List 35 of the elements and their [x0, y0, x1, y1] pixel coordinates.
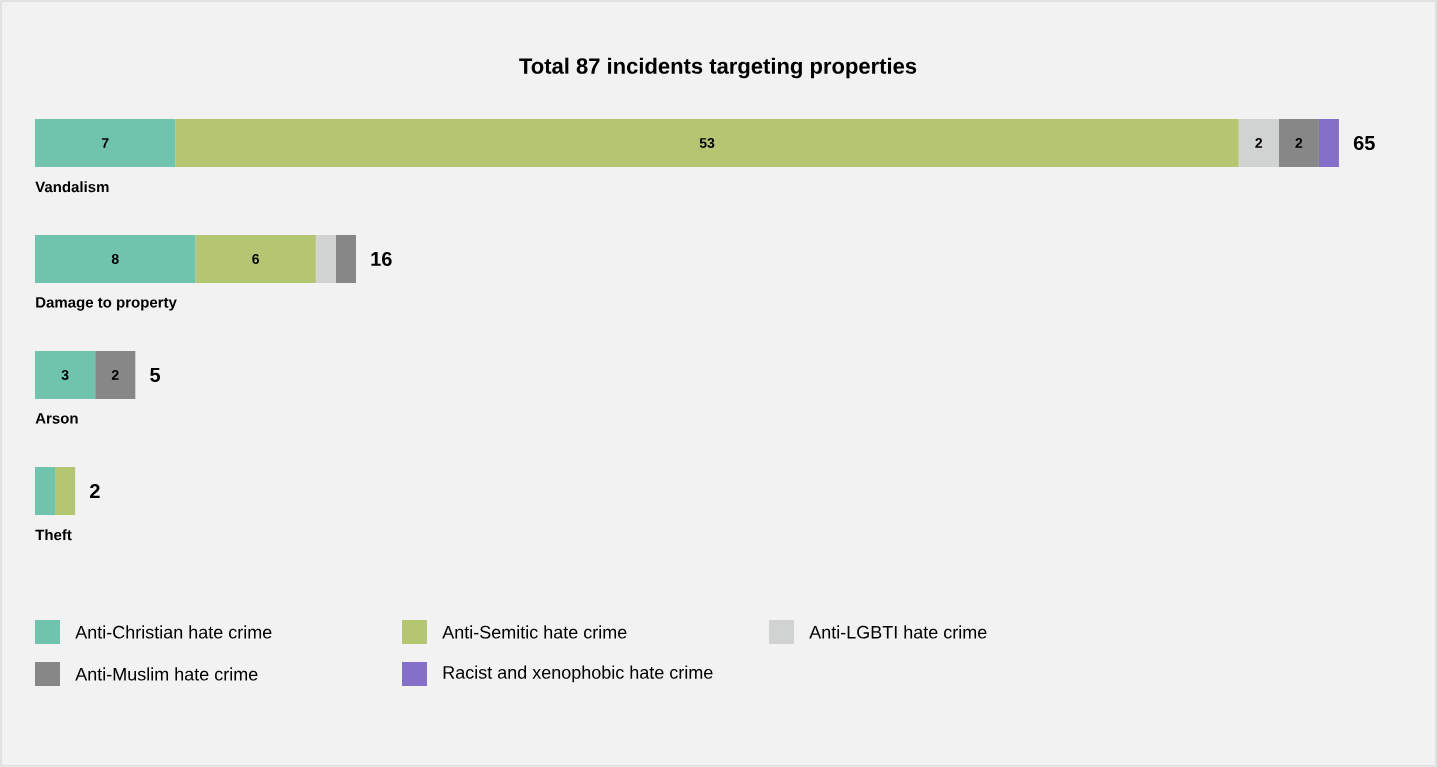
- bar: [55, 466, 76, 515]
- data-label: 6: [252, 254, 260, 264]
- data-label: 8: [111, 254, 119, 264]
- bar: [1238, 118, 1279, 167]
- y-tick-label: Theft: [35, 529, 72, 541]
- data-label: 2: [1295, 138, 1303, 148]
- total-label: 2: [90, 484, 100, 498]
- bar: [35, 350, 96, 399]
- total-label: 16: [371, 251, 392, 267]
- bar: [335, 234, 356, 283]
- y-tick-label: Damage to property: [36, 297, 177, 311]
- legend-label: Anti-Semitic hate crime: [442, 625, 627, 639]
- data-label: 2: [1255, 138, 1263, 148]
- chart-title: Total 87 incidents targeting properties: [519, 57, 917, 79]
- bar: [35, 466, 56, 515]
- data-label: 53: [699, 138, 715, 148]
- data-label: 7: [101, 138, 109, 148]
- bar: [1318, 118, 1339, 167]
- y-tick-label: Arson: [35, 413, 78, 424]
- y-tick-label: Vandalism: [35, 181, 109, 193]
- bar: [35, 118, 176, 167]
- bar: [175, 118, 1239, 167]
- legend-label: Racist and xenophobic hate crime: [443, 665, 713, 683]
- legend-label: Anti-Christian hate crime: [75, 625, 272, 639]
- total-label: 65: [1353, 135, 1375, 151]
- data-label: 2: [111, 370, 119, 380]
- legend-label: Anti-Muslim hate crime: [75, 667, 258, 681]
- legend-label: Anti-LGBTI hate crime: [809, 625, 987, 639]
- bar: [1278, 118, 1319, 167]
- bar: [35, 234, 196, 283]
- bar: [315, 234, 336, 283]
- bar: [195, 234, 316, 283]
- bar: [95, 350, 136, 399]
- data-label: 3: [61, 370, 69, 380]
- total-label: 5: [150, 368, 161, 382]
